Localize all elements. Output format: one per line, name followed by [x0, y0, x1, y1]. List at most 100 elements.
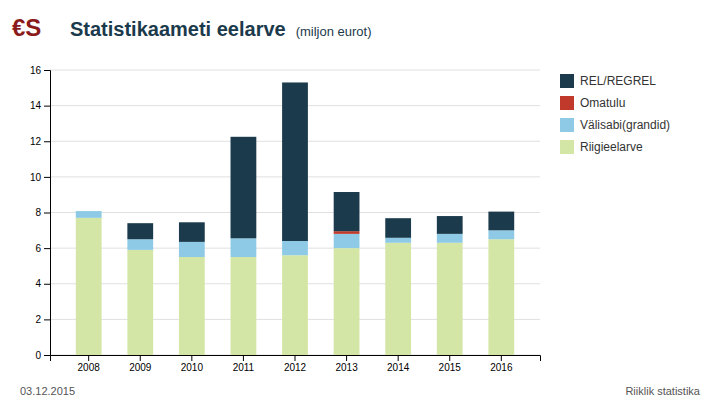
y-tick-label: 2: [35, 314, 41, 325]
x-tick: 2009: [129, 355, 152, 373]
y-tick-label: 16: [30, 65, 42, 76]
bar-segment: [385, 243, 411, 355]
grid: [50, 70, 540, 355]
x-tick-label: 2013: [335, 362, 358, 373]
legend-item: Omatulu: [560, 96, 625, 110]
bar-segment: [437, 243, 463, 355]
bar-segment: [179, 242, 205, 257]
bar-segment: [179, 257, 205, 355]
x-tick-mark: [449, 355, 450, 361]
bar-segment: [76, 211, 102, 218]
y-tick: 12: [30, 136, 50, 147]
bar-segment: [334, 248, 360, 355]
x-tick-label: 2010: [181, 362, 204, 373]
x-axis-line: [51, 356, 541, 362]
plot-area: 2008200920102011201220132014201520160246…: [30, 65, 541, 373]
x-tick-mark: [501, 355, 502, 361]
x-tick-label: 2012: [284, 362, 307, 373]
y-tick-label: 12: [30, 136, 42, 147]
chart: 2008200920102011201220132014201520160246…: [0, 0, 720, 405]
logo: €S: [12, 14, 41, 41]
legend: REL/REGRELOmatuluVälisabi(grandid)Riigie…: [560, 74, 670, 154]
bar-segment: [334, 234, 360, 248]
bar-segment: [334, 192, 360, 231]
legend-label: REL/REGREL: [580, 74, 656, 88]
x-axis: 200820092010201120122013201420152016: [51, 355, 541, 373]
x-tick: 2014: [387, 355, 410, 373]
legend-swatch: [560, 74, 574, 88]
x-tick: 2011: [233, 355, 255, 373]
legend-label: Omatulu: [580, 96, 625, 110]
x-tick-label: 2014: [387, 362, 410, 373]
y-tick-label: 6: [35, 243, 41, 254]
x-tick-mark: [346, 355, 347, 361]
x-tick-mark: [398, 355, 399, 361]
footnote: Riiklik statistika: [625, 385, 700, 397]
y-tick-label: 8: [35, 207, 41, 218]
series-bars: [334, 231, 360, 234]
y-tick: 10: [30, 172, 50, 183]
bar-segment: [231, 238, 257, 257]
series-bars: [127, 82, 514, 241]
x-tick-mark: [88, 355, 89, 361]
bar-segment: [76, 211, 102, 212]
x-tick-label: 2011: [233, 362, 255, 373]
y-axis-line: [44, 71, 51, 356]
bar-segment: [127, 239, 153, 250]
legend-swatch: [560, 96, 574, 110]
bar-segment: [437, 234, 463, 243]
y-tick-mark: [44, 106, 50, 107]
bar-segment: [76, 211, 102, 212]
bar-segment: [282, 241, 308, 255]
y-tick-label: 4: [35, 278, 41, 289]
bar-segment: [127, 223, 153, 239]
legend-swatch: [560, 118, 574, 132]
y-tick-mark: [44, 284, 50, 285]
y-tick: 8: [35, 207, 50, 218]
bar-segment: [179, 222, 205, 242]
y-tick-mark: [44, 248, 50, 249]
bar-segment: [76, 218, 102, 355]
bar-segment: [488, 239, 514, 355]
x-tick: 2016: [490, 355, 513, 373]
bar-segment: [334, 231, 360, 234]
y-tick-mark: [44, 319, 50, 320]
x-tick-mark: [191, 355, 192, 361]
legend-label: Riigieelarve: [580, 140, 643, 154]
y-tick-mark: [44, 141, 50, 142]
x-tick: 2010: [181, 355, 204, 373]
y-tick: 14: [30, 100, 50, 111]
bar-segment: [488, 212, 514, 231]
x-tick-mark: [140, 355, 141, 361]
y-tick-mark: [44, 355, 50, 356]
x-tick: 2015: [439, 355, 462, 373]
bar-segment: [231, 137, 257, 239]
x-tick-mark: [295, 355, 296, 361]
x-tick: 2012: [284, 355, 307, 373]
y-tick-mark: [44, 70, 50, 71]
grid-line: [50, 70, 540, 71]
subtitle: (miljon eurot): [296, 24, 372, 39]
y-tick-mark: [44, 213, 50, 214]
bar-segment: [488, 230, 514, 239]
x-tick-label: 2016: [490, 362, 513, 373]
footnote: 03.12.2015: [20, 385, 75, 397]
x-tick-mark: [243, 355, 244, 361]
title: Statistikaameti eelarve: [70, 18, 286, 40]
bar-segment: [231, 257, 257, 355]
bars: [76, 82, 514, 355]
y-tick: 6: [35, 243, 50, 254]
bar-segment: [437, 216, 463, 234]
x-tick-label: 2015: [439, 362, 462, 373]
legend-item: Riigieelarve: [560, 140, 643, 154]
x-tick-label: 2009: [129, 362, 152, 373]
bar-segment: [127, 250, 153, 355]
y-tick-label: 10: [30, 172, 42, 183]
y-tick: 4: [35, 278, 50, 289]
y-tick: 2: [35, 314, 50, 325]
legend-swatch: [560, 140, 574, 154]
y-tick-mark: [44, 177, 50, 178]
y-tick: 16: [30, 65, 50, 76]
bar-segment: [385, 238, 411, 243]
y-axis: 0246810121416: [30, 65, 51, 361]
